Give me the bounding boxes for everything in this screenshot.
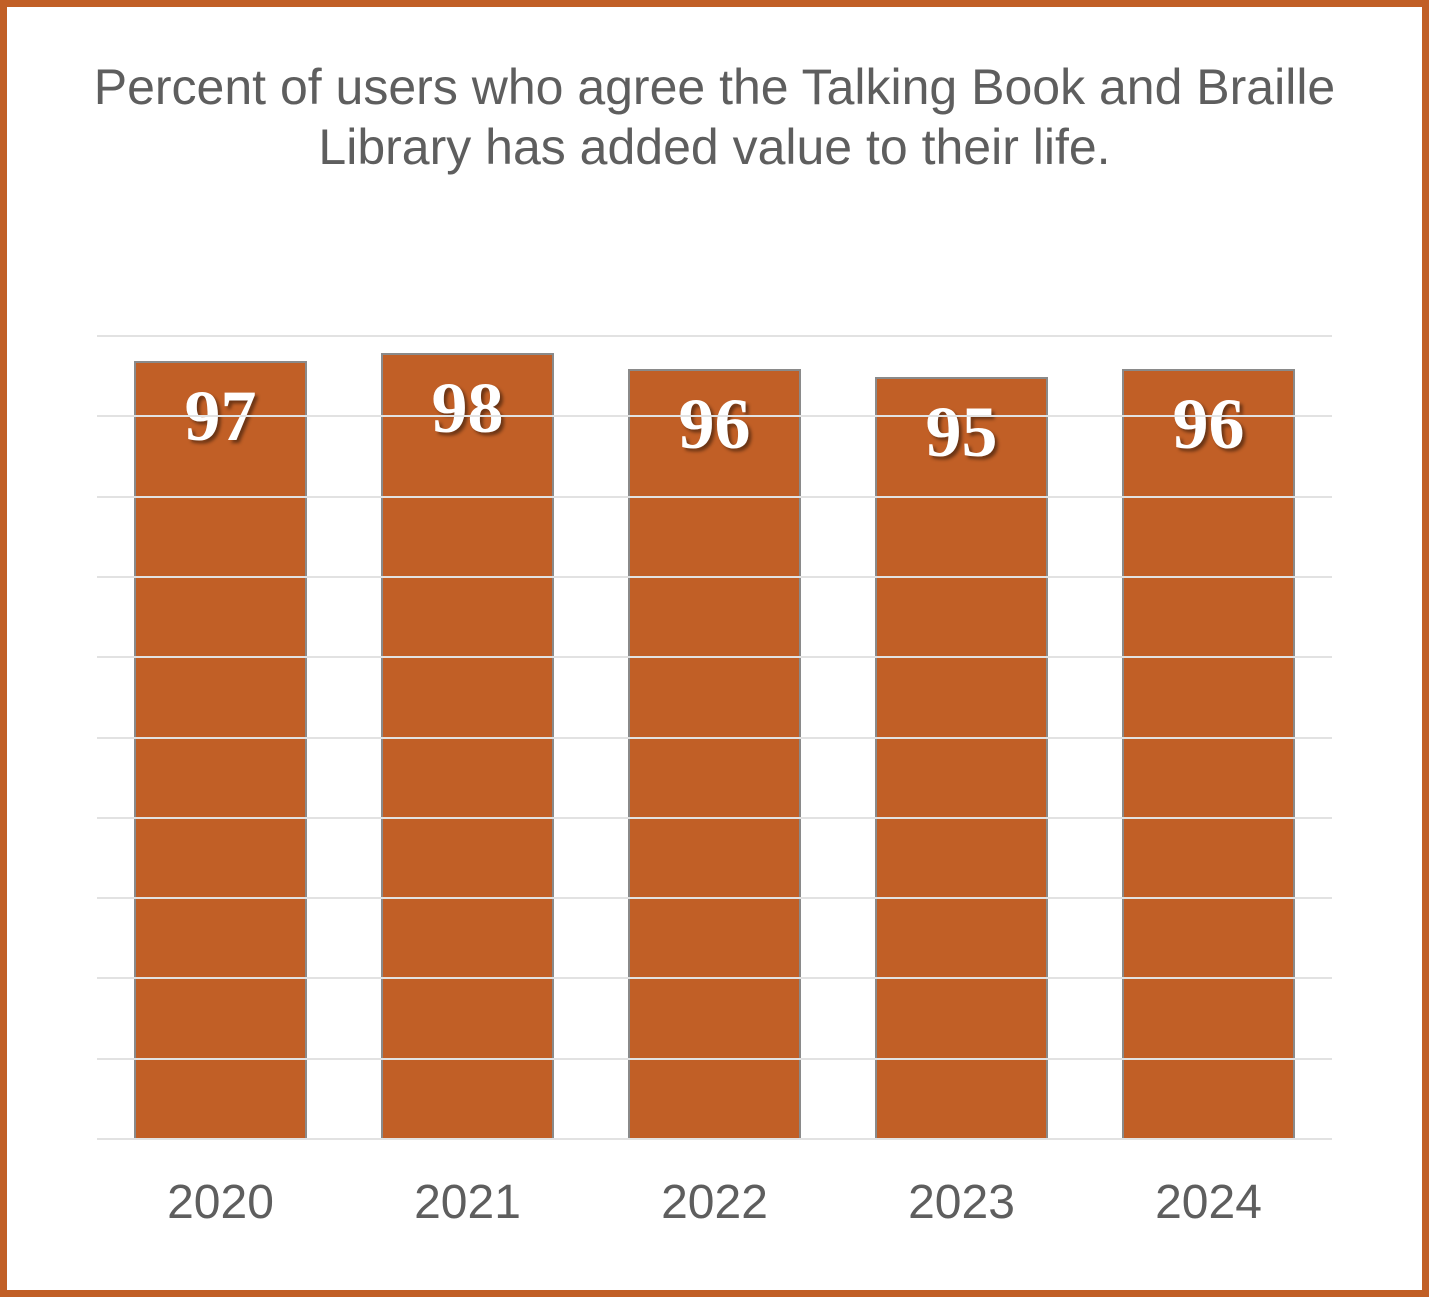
gridline — [97, 576, 1332, 578]
bar-value-label: 96 — [630, 383, 799, 466]
gridline — [97, 496, 1332, 498]
bar-value-label: 96 — [1124, 383, 1293, 466]
bars-container: 97 98 96 95 96 — [97, 337, 1332, 1140]
bar: 98 — [381, 353, 554, 1140]
bar-value-label: 98 — [383, 367, 552, 450]
gridline — [97, 1138, 1332, 1140]
gridline — [97, 817, 1332, 819]
gridline — [97, 415, 1332, 417]
x-axis-label: 2022 — [591, 1175, 838, 1230]
bar: 96 — [1122, 369, 1295, 1140]
bar-value-label: 95 — [877, 391, 1046, 474]
gridline — [97, 335, 1332, 337]
bar: 97 — [134, 361, 307, 1140]
bar-slot: 95 — [838, 337, 1085, 1140]
bar: 96 — [628, 369, 801, 1140]
gridline — [97, 656, 1332, 658]
x-axis-label: 2023 — [838, 1175, 1085, 1230]
gridline — [97, 1058, 1332, 1060]
x-axis-label: 2021 — [344, 1175, 591, 1230]
x-axis-label: 2024 — [1085, 1175, 1332, 1230]
x-axis-label: 2020 — [97, 1175, 344, 1230]
gridline — [97, 897, 1332, 899]
bar-slot: 96 — [591, 337, 838, 1140]
x-axis: 20202021202220232024 — [97, 1175, 1332, 1230]
chart-frame: Percent of users who agree the Talking B… — [0, 0, 1429, 1297]
plot-area: 97 98 96 95 96 — [97, 337, 1332, 1140]
bar-slot: 96 — [1085, 337, 1332, 1140]
bar: 95 — [875, 377, 1048, 1140]
chart-title: Percent of users who agree the Talking B… — [27, 57, 1402, 177]
gridline — [97, 737, 1332, 739]
gridline — [97, 977, 1332, 979]
bar-slot: 97 — [97, 337, 344, 1140]
bar-slot: 98 — [344, 337, 591, 1140]
chart-inner: Percent of users who agree the Talking B… — [27, 27, 1402, 1270]
